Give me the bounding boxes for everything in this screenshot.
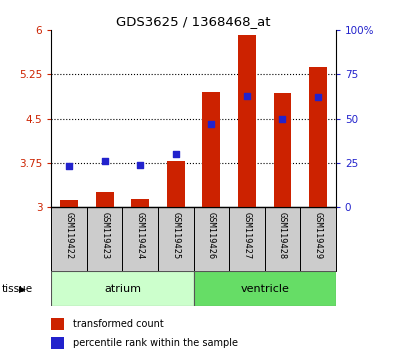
Text: percentile rank within the sample: percentile rank within the sample (73, 338, 238, 348)
Text: GSM119428: GSM119428 (278, 212, 287, 259)
Point (279, 116, 286, 121)
Title: GDS3625 / 1368468_at: GDS3625 / 1368468_at (116, 15, 271, 28)
Bar (51, 337, 64, 349)
Point (208, 121, 214, 127)
Bar (51, 318, 64, 330)
Text: GSM119424: GSM119424 (136, 212, 145, 259)
Bar (51, 207, 87, 271)
Text: GSM119429: GSM119429 (314, 212, 322, 259)
Point (244, 93, 250, 98)
Text: ventricle: ventricle (240, 284, 289, 293)
Point (173, 151, 179, 157)
Bar (167, 161, 184, 207)
Bar (122, 207, 158, 271)
Text: GSM119422: GSM119422 (65, 212, 73, 259)
Bar (194, 271, 336, 306)
Bar (265, 207, 300, 271)
Bar (194, 207, 229, 271)
Bar (274, 93, 292, 207)
Bar (300, 207, 336, 271)
Text: tissue: tissue (2, 284, 33, 294)
Text: atrium: atrium (104, 284, 141, 293)
Bar (131, 199, 149, 207)
Text: GSM119427: GSM119427 (243, 212, 251, 259)
Text: GSM119425: GSM119425 (171, 212, 180, 259)
Bar (238, 35, 256, 207)
Point (315, 95, 321, 100)
Text: GSM119423: GSM119423 (100, 212, 109, 259)
Text: transformed count: transformed count (73, 319, 164, 329)
Text: ▶: ▶ (19, 285, 25, 294)
Bar (96, 192, 114, 207)
Point (102, 158, 108, 164)
Bar (87, 207, 122, 271)
Text: GSM119426: GSM119426 (207, 212, 216, 259)
Bar (202, 92, 220, 207)
Bar (158, 207, 194, 271)
Bar (60, 200, 78, 207)
Point (137, 162, 143, 167)
Bar (51, 271, 194, 306)
Point (66, 164, 72, 169)
Bar (229, 207, 265, 271)
Bar (309, 67, 327, 207)
